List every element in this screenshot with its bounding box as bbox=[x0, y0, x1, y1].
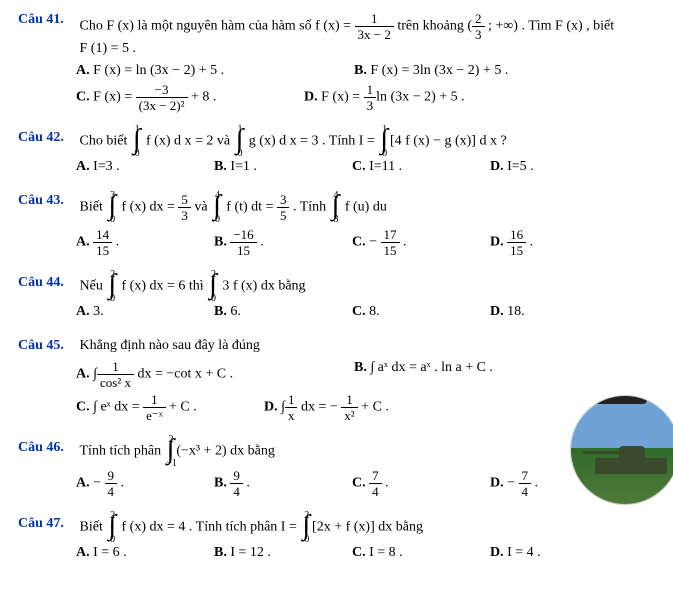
q41-line2: F (1) = 5 . bbox=[80, 41, 137, 56]
q45-D: D. ∫1x dx = − 1x² + C . bbox=[264, 393, 389, 422]
question-45: Câu 45. Khẳng định nào sau đây là đúng A… bbox=[18, 338, 655, 426]
q43-C: C. − 1715 . bbox=[352, 228, 482, 257]
q46-label: Câu 46. bbox=[18, 440, 76, 456]
q42-A: A. I=3 . bbox=[76, 159, 206, 175]
q44-B: B. 6. bbox=[214, 304, 344, 320]
question-44: Câu 44. Nếu 2∫0 f (x) dx = 6 thì 2∫0 3 f… bbox=[18, 275, 655, 324]
question-43: Câu 43. Biết 3∫0 f (x) dx = 53 và 4∫0 f … bbox=[18, 193, 655, 261]
q44-text: Nếu 2∫0 f (x) dx = 6 thì 2∫0 3 f (x) dx … bbox=[80, 275, 640, 298]
q47-text: Biết 2∫0 f (x) dx = 4 . Tính tích phân I… bbox=[80, 516, 640, 539]
q45-options: A. ∫1cos² x dx = −cot x + C . B. ∫ aˣ dx… bbox=[76, 360, 655, 426]
q47-D: D. I = 4 . bbox=[490, 545, 620, 561]
q43-label: Câu 43. bbox=[18, 193, 76, 209]
q42-D: D. I=5 . bbox=[490, 159, 620, 175]
q41-A: A. F (x) = ln (3x − 2) + 5 . bbox=[76, 63, 346, 79]
q42-options: A. I=3 . B. I=1 . C. I=11 . D. I=5 . bbox=[76, 159, 655, 179]
q46-A: A. − 94 . bbox=[76, 469, 206, 498]
q44-C: C. 8. bbox=[352, 304, 482, 320]
q47-options: A. I = 6 . B. I = 12 . C. I = 8 . D. I =… bbox=[76, 545, 655, 565]
q42-B: B. I=1 . bbox=[214, 159, 344, 175]
q41-B: B. F (x) = 3ln (3x − 2) + 5 . bbox=[354, 63, 624, 79]
question-41: Câu 41. Cho F (x) là một nguyên hàm của … bbox=[18, 12, 655, 116]
q41-text: Cho F (x) là một nguyên hàm của hàm số f… bbox=[80, 12, 640, 57]
q43-A: A. 1415 . bbox=[76, 228, 206, 257]
q46-B: B. 94 . bbox=[214, 469, 344, 498]
q45-A: A. ∫1cos² x dx = −cot x + C . bbox=[76, 360, 346, 389]
q41-label: Câu 41. bbox=[18, 12, 76, 28]
q47-C: C. I = 8 . bbox=[352, 545, 482, 561]
q46-options: A. − 94 . B. 94 . C. 74 . D. − 74 . bbox=[76, 469, 655, 502]
q43-D: D. 1615 . bbox=[490, 228, 620, 257]
q44-A: A. 3. bbox=[76, 304, 206, 320]
q43-B: B. −1615 . bbox=[214, 228, 344, 257]
q42-text: Cho biết 1∫0 f (x) d x = 2 và 1∫0 g (x) … bbox=[80, 130, 640, 153]
q45-B: B. ∫ aˣ dx = aˣ . ln a + C . bbox=[354, 360, 624, 389]
q44-D: D. 18. bbox=[490, 304, 620, 320]
q41-options: A. F (x) = ln (3x − 2) + 5 . B. F (x) = … bbox=[76, 63, 655, 116]
question-46: Câu 46. Tính tích phân 2∫−1(−x³ + 2) dx … bbox=[18, 440, 655, 502]
q41-frac1: 13x − 2 bbox=[355, 12, 394, 41]
question-47: Câu 47. Biết 2∫0 f (x) dx = 4 . Tính tíc… bbox=[18, 516, 655, 565]
q41-D: D. F (x) = 13ln (3x − 2) + 5 . bbox=[304, 83, 465, 112]
q47-label: Câu 47. bbox=[18, 516, 76, 532]
q43-text: Biết 3∫0 f (x) dx = 53 và 4∫0 f (t) dt =… bbox=[80, 193, 640, 222]
tank-icon bbox=[571, 396, 673, 504]
q44-options: A. 3. B. 6. C. 8. D. 18. bbox=[76, 304, 655, 324]
q47-B: B. I = 12 . bbox=[214, 545, 344, 561]
q46-C: C. 74 . bbox=[352, 469, 482, 498]
q47-A: A. I = 6 . bbox=[76, 545, 206, 561]
question-42: Câu 42. Cho biết 1∫0 f (x) d x = 2 và 1∫… bbox=[18, 130, 655, 179]
q42-C: C. I=11 . bbox=[352, 159, 482, 175]
q44-label: Câu 44. bbox=[18, 275, 76, 291]
q43-options: A. 1415 . B. −1615 . C. − 1715 . D. 1615… bbox=[76, 228, 655, 261]
q42-label: Câu 42. bbox=[18, 130, 76, 146]
q41-C: C. F (x) = −3(3x − 2)² + 8 . bbox=[76, 83, 296, 112]
q45-C: C. ∫ eˣ dx = 1e⁻ˣ + C . bbox=[76, 393, 256, 422]
q45-label: Câu 45. bbox=[18, 338, 76, 354]
q45-text: Khẳng định nào sau đây là đúng bbox=[80, 338, 640, 354]
q46-text: Tính tích phân 2∫−1(−x³ + 2) dx bằng bbox=[80, 440, 640, 463]
